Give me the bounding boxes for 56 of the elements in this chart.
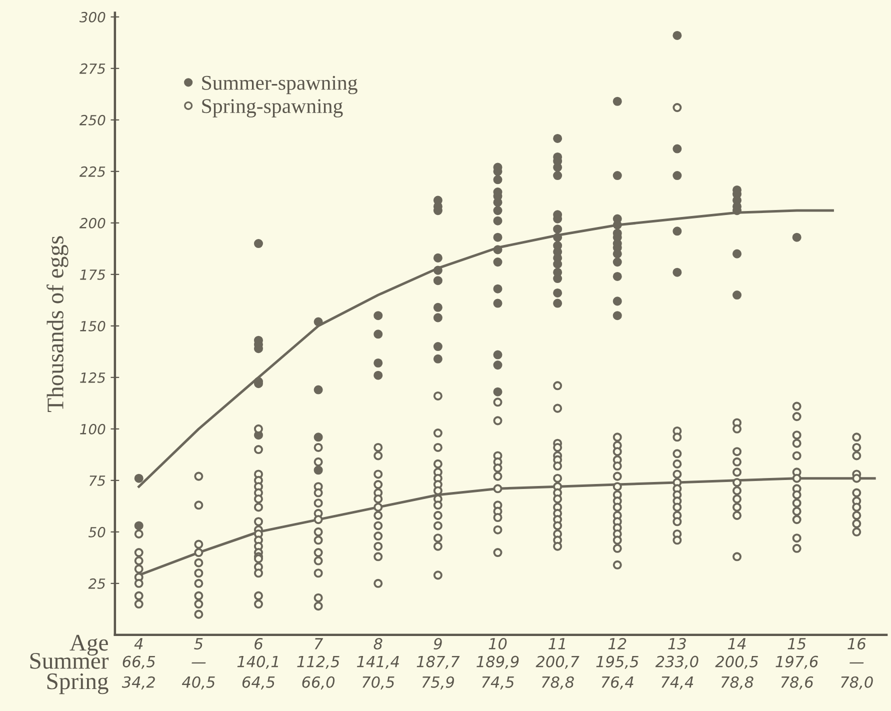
y-tick-label: 300 — [79, 12, 106, 22]
text: Spring — [47, 673, 108, 694]
y-tick-label: 200 — [79, 218, 106, 228]
text: — — [850, 662, 864, 664]
text: 75,9 — [422, 676, 454, 690]
text: 140,1 — [237, 656, 278, 669]
x-tick-label: 11 — [548, 638, 565, 650]
text: 78,8 — [721, 676, 754, 690]
text: 40,5 — [182, 676, 215, 690]
text: 70,5 — [362, 676, 394, 690]
text: 200,7 — [536, 656, 580, 669]
x-tick-label: 12 — [608, 638, 626, 650]
y-tick-label: 25 — [88, 578, 106, 589]
text: 189,9 — [476, 656, 519, 669]
y-tick-label: 175 — [80, 270, 106, 280]
legend-label: Summer-spawning — [202, 76, 358, 94]
text: 34,2 — [122, 676, 155, 690]
y-tick-label: 150 — [80, 320, 106, 332]
y-tick-label: 75 — [90, 476, 106, 486]
y-axis-title: Thousands of eggs — [46, 236, 68, 412]
y-tick-label: 250 — [79, 114, 106, 126]
x-tick-label: 10 — [488, 638, 507, 650]
x-tick-label: 9 — [434, 638, 442, 650]
text: 78,8 — [542, 676, 574, 690]
text: 187,7 — [416, 656, 460, 669]
text: — — [192, 662, 206, 664]
text: 112,5 — [297, 656, 340, 669]
x-tick-label: 15 — [788, 638, 806, 650]
legend-label: Spring-spawning — [202, 99, 343, 118]
y-tick-label: 100 — [80, 424, 106, 434]
line-series — [138, 209, 834, 488]
text: 195,5 — [596, 656, 638, 669]
x-tick-label: 13 — [668, 638, 686, 650]
x-tick-label: 14 — [728, 638, 746, 650]
x-tick-label: 4 — [134, 638, 143, 650]
text: 141,4 — [357, 656, 399, 669]
text: 200,5 — [715, 656, 758, 669]
y-tick-label: 275 — [79, 63, 106, 74]
text: 66,5 — [122, 656, 156, 669]
x-tick-label: 16 — [848, 638, 866, 650]
text: 233,0 — [655, 656, 698, 669]
text: 78,0 — [841, 676, 873, 690]
x-tick-label: 7 — [314, 638, 324, 650]
y-tick-label: 50 — [88, 526, 106, 538]
text: 74,4 — [662, 676, 694, 690]
text: 66,0 — [302, 676, 335, 690]
text: 76,4 — [602, 676, 634, 690]
text: 74,5 — [482, 676, 514, 690]
x-tick-label: 8 — [374, 638, 382, 650]
x-tick-label: 5 — [194, 638, 203, 650]
text: 64,5 — [242, 676, 275, 690]
y-tick-label: 125 — [80, 372, 106, 383]
text: 78,6 — [781, 676, 814, 690]
text: 197,6 — [776, 656, 818, 669]
y-tick-label: 225 — [79, 166, 106, 177]
x-tick-label: 6 — [254, 638, 263, 650]
